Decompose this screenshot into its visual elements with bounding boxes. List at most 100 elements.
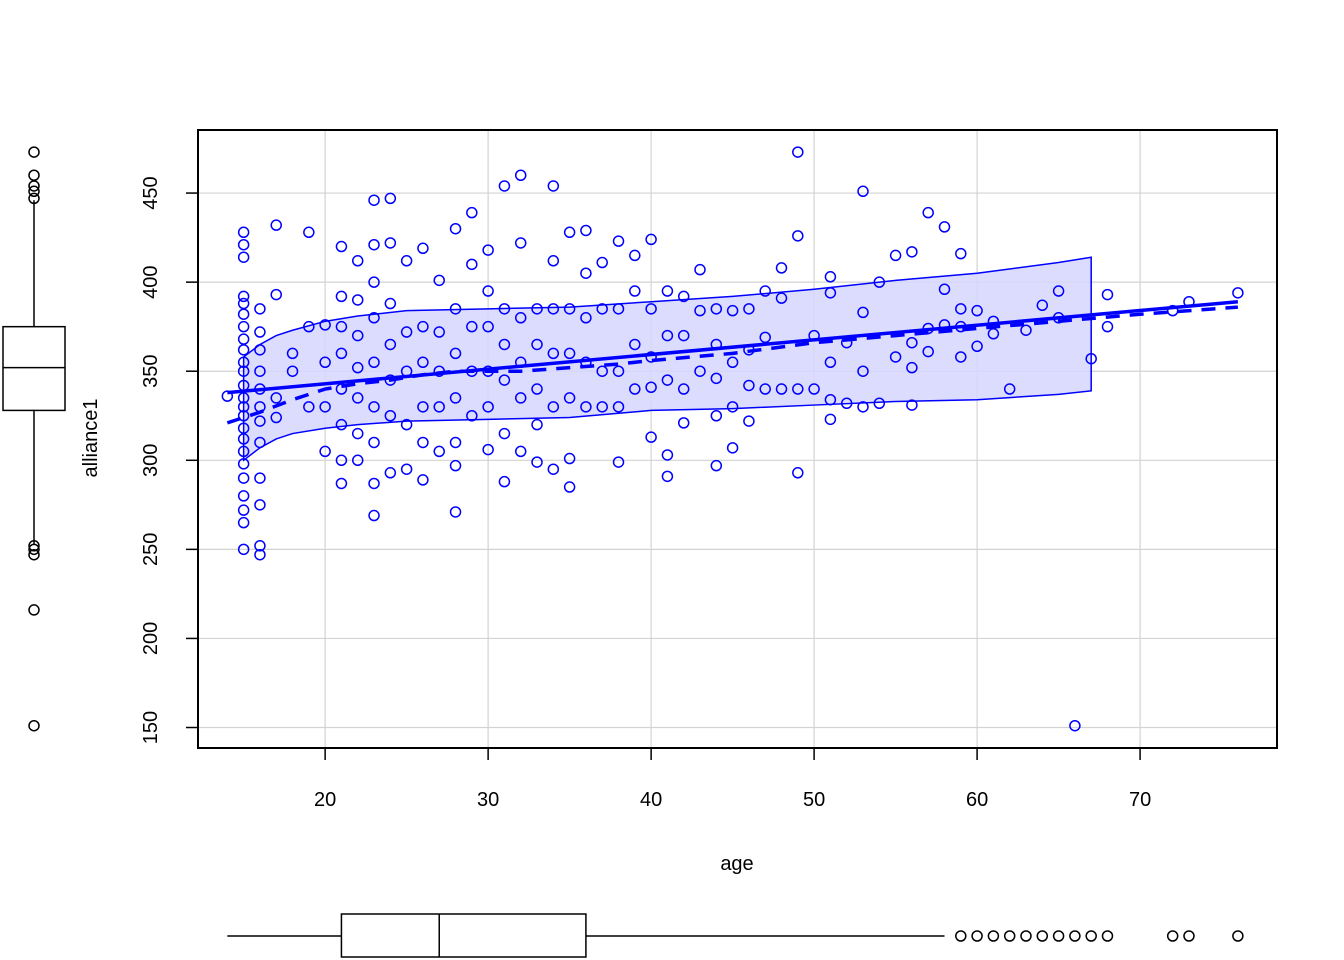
data-point [466,410,478,422]
y-tick-label: 250 [140,533,162,566]
data-point [612,456,625,468]
data-point [417,320,429,333]
data-point [955,247,967,260]
x-axis-title: age [720,853,753,875]
data-point [433,326,445,338]
data-point [237,308,250,320]
data-point [759,331,771,344]
data-point [303,401,315,413]
data-point [270,288,282,301]
data-point [237,356,250,369]
data-point [449,459,462,472]
data-point [547,401,560,413]
data-point [906,361,918,374]
x-box-outlier [1036,930,1049,942]
data-point [368,276,380,288]
data-point [596,365,608,377]
data-point [531,418,543,431]
data-point [368,509,380,522]
data-point [514,392,527,404]
data-point [384,338,397,351]
data-point [531,383,543,395]
x-box-outlier [955,930,967,942]
data-point [857,401,869,413]
data-point [270,411,282,424]
data-point [286,365,299,377]
data-point [254,499,266,511]
data-point [254,344,266,356]
data-point [254,540,266,552]
y-tick-label: 200 [140,622,162,655]
data-point [286,347,299,360]
data-point [889,351,902,363]
data-point [417,474,429,486]
data-point [873,397,886,410]
data-point [824,393,837,406]
data-point [482,320,494,333]
confidence-band [242,256,1092,462]
data-point [254,365,266,377]
data-point [645,233,657,246]
data-point [466,320,478,333]
x-tick-label: 20 [314,789,336,811]
x-box-outlier [1085,930,1097,942]
data-point [677,290,690,303]
data-point [237,238,250,251]
x-box [340,913,587,958]
data-point [661,329,674,342]
data-point [645,351,657,363]
x-tick-label: 70 [1129,789,1151,811]
data-point [661,449,674,461]
data-point [514,312,527,324]
data-point [433,401,445,413]
data-point [237,401,250,413]
grid [198,130,1277,748]
data-point [775,292,788,304]
y-box-outlier [28,604,40,616]
data-point [580,267,592,279]
plot-frame [197,129,1278,749]
data-point [759,383,771,395]
x-tick-label: 50 [803,789,825,811]
x-box-outlier [1020,930,1032,942]
y-box-outlier [28,185,40,198]
data-point [808,383,820,395]
data-point [368,312,380,324]
data-point [237,472,250,484]
data-point [840,397,853,410]
data-point [710,372,723,385]
data-point [792,146,804,158]
data-point [498,303,511,315]
data-point [482,443,494,456]
data-point [303,226,315,239]
data-point [955,303,967,315]
x-box-outlier [1232,930,1244,942]
data-point [726,304,739,317]
data-point [873,276,886,288]
y-box-outlier [28,169,40,181]
data-point [1052,285,1065,297]
data-point [694,263,706,276]
data-point [629,285,641,297]
data-point [971,340,983,353]
data-point [563,452,576,465]
data-point [254,326,266,338]
x-tick-label: 40 [640,789,662,811]
data-point [384,192,397,205]
data-point [319,319,331,331]
data-point [547,180,560,192]
data-point [237,490,250,502]
y-box-outlier [28,540,40,552]
y-tick-label: 300 [140,444,162,477]
data-point [237,251,250,263]
y-tick-label: 150 [140,711,162,744]
data-point [449,436,462,449]
x-box-outlier [987,930,1000,942]
data-point [449,506,462,518]
y-box-outlier [28,543,40,556]
x-box-outlier [1069,930,1081,942]
data-point [694,365,706,377]
data-point [743,303,755,315]
data-point [1003,383,1016,395]
y-axis: 150 200 250 300 350 400 450 [140,176,198,744]
